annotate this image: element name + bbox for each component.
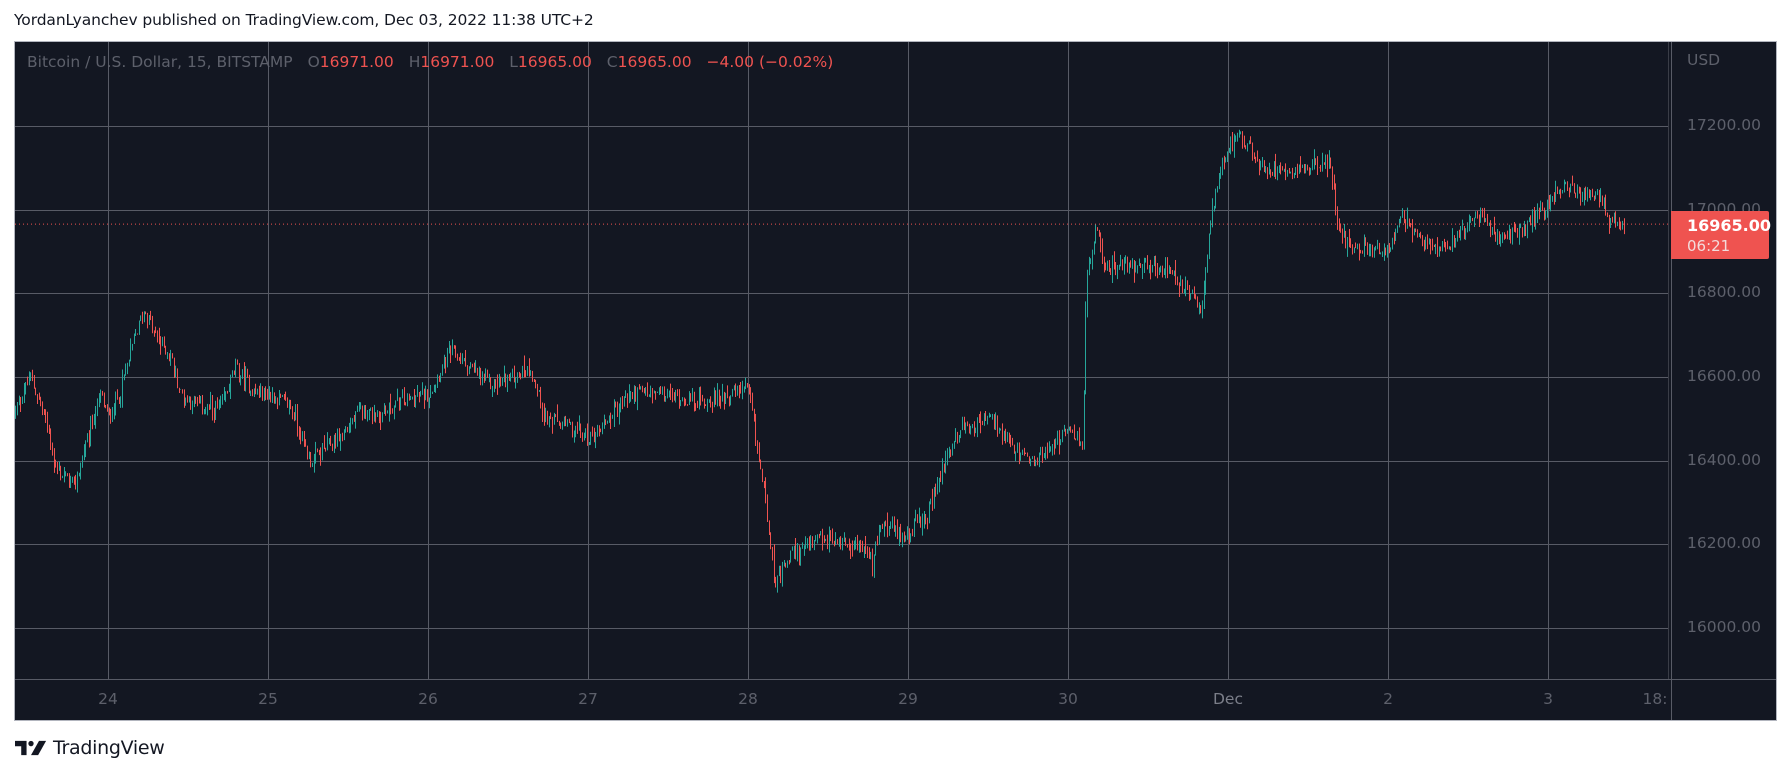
high-value: 16971.00 [420, 53, 495, 71]
time-tick-label: 29 [898, 690, 918, 708]
publish-caption: YordanLyanchev published on TradingView.… [14, 11, 594, 29]
low-label: L [509, 53, 518, 71]
time-tick-label: Dec [1213, 690, 1243, 708]
close-value: 16965.00 [617, 53, 692, 71]
price-tick-label: 17200.00 [1687, 115, 1761, 134]
tradingview-logo-icon [15, 740, 47, 756]
time-tick-label: 24 [98, 690, 118, 708]
price-tick-label: 16200.00 [1687, 534, 1761, 553]
tradingview-brand: TradingView [53, 737, 165, 759]
time-tick-label: 27 [578, 690, 598, 708]
high-label: H [408, 53, 421, 71]
time-tick-label: 25 [258, 690, 278, 708]
symbol-legend[interactable]: Bitcoin / U.S. Dollar, 15, BITSTAMP O169… [27, 53, 833, 71]
price-tick-label: 16600.00 [1687, 366, 1761, 385]
time-tick-label: 30 [1058, 690, 1078, 708]
low-value: 16965.00 [517, 53, 592, 71]
bar-countdown: 06:21 [1687, 237, 1731, 255]
time-tick-label: 3 [1543, 690, 1553, 708]
price-tick-label: 16000.00 [1687, 618, 1761, 636]
currency-label[interactable]: USD [1687, 51, 1721, 69]
change-value: −4.00 (−0.02%) [706, 53, 834, 71]
symbol-name[interactable]: Bitcoin / U.S. Dollar, 15, BITSTAMP [27, 53, 293, 71]
tradingview-logo[interactable]: TradingView [15, 737, 165, 759]
last-price-value: 16965.00 [1687, 216, 1772, 235]
close-label: C [606, 53, 618, 71]
price-tick-label: 16400.00 [1687, 450, 1761, 469]
time-tick-label: 18: [1642, 690, 1668, 708]
price-tick-label: 16800.00 [1687, 283, 1761, 302]
open-value: 16971.00 [319, 53, 394, 71]
time-tick-label: 2 [1383, 690, 1393, 708]
time-tick-label: 28 [738, 690, 758, 708]
time-tick-label: 26 [418, 690, 438, 708]
chart-grid [15, 42, 1668, 679]
candles [15, 129, 1625, 593]
last-price-badge: 16965.00 06:21 [1671, 211, 1772, 259]
chart-panel[interactable] [14, 41, 1777, 721]
open-label: O [307, 53, 320, 71]
